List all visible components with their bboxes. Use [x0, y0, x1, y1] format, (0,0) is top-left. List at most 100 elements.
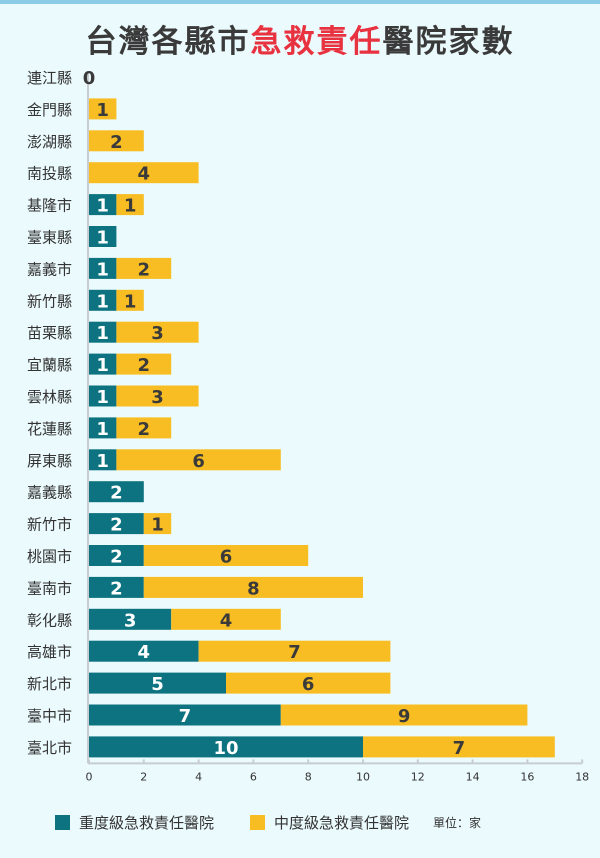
bar-label-moderate: 4 [138, 164, 151, 185]
unit-label: 單位：家 [433, 816, 482, 830]
bar-moderate [363, 736, 555, 758]
bar-severe [89, 353, 117, 375]
category-label: 嘉義市 [27, 260, 72, 278]
bar-label-severe: 1 [96, 259, 109, 280]
bar-label-severe: 2 [110, 483, 123, 504]
bar-label-severe: 1 [96, 196, 109, 217]
bar-label-moderate: 7 [453, 738, 466, 759]
x-tick-label: 2 [140, 770, 147, 783]
category-label: 雲林縣 [27, 388, 72, 406]
bar-severe [89, 194, 117, 216]
title-highlight: 急救責任 [250, 24, 383, 60]
bar-moderate [89, 98, 117, 120]
bar-label-zero: 0 [83, 68, 96, 89]
x-tick-label: 10 [356, 770, 370, 783]
bar-label-moderate: 6 [192, 451, 205, 472]
x-tick-label: 16 [520, 770, 534, 783]
bar-moderate [116, 353, 172, 375]
category-label: 金門縣 [27, 101, 72, 119]
bar-label-moderate: 3 [151, 323, 164, 344]
category-label: 臺南市 [27, 579, 72, 597]
chart-title: 台灣各縣市急救責任醫院家數 [0, 16, 600, 61]
bar-moderate [143, 576, 363, 598]
bar-moderate [226, 672, 391, 694]
category-label: 高雄市 [27, 643, 72, 661]
title-part2: 醫院家數 [382, 24, 515, 60]
bar-moderate [198, 640, 391, 662]
category-label: 彰化縣 [27, 611, 72, 629]
category-label: 臺東縣 [27, 229, 72, 247]
bar-severe [89, 640, 199, 662]
category-label: 連江縣 [27, 69, 72, 87]
bar-label-moderate: 9 [398, 706, 411, 727]
category-label: 屏東縣 [27, 452, 72, 470]
x-tick-label: 8 [305, 770, 312, 783]
category-label: 宜蘭縣 [27, 356, 72, 374]
bar-label-moderate: 1 [124, 196, 137, 217]
legend-swatch-moderate [250, 815, 266, 830]
bar-severe [89, 736, 363, 758]
bar-severe [89, 608, 172, 630]
title-part1: 台灣各縣市 [85, 24, 251, 60]
bar-severe [89, 226, 117, 247]
bar-severe [89, 672, 226, 694]
x-tick-label: 12 [411, 770, 425, 783]
bar-label-severe: 10 [213, 738, 238, 759]
bar-severe [89, 513, 144, 535]
bar-moderate [116, 417, 172, 439]
bar-label-severe: 1 [96, 419, 109, 440]
category-label: 基隆市 [27, 197, 72, 215]
bar-moderate [89, 162, 199, 184]
bar-label-moderate: 1 [96, 100, 109, 121]
bar-severe [89, 576, 144, 598]
legend-label-moderate: 中度級急救責任醫院 [274, 814, 410, 832]
bar-label-severe: 7 [179, 706, 192, 727]
bar-label-moderate: 2 [110, 132, 123, 153]
x-tick-label: 18 [575, 770, 589, 783]
bar-label-moderate: 1 [151, 515, 164, 536]
bar-moderate [116, 194, 144, 216]
legend: 重度級急救責任醫院 中度級急救責任醫院 單位：家 [55, 812, 481, 833]
bar-severe [89, 417, 117, 439]
bar-moderate [116, 321, 199, 343]
bar-moderate [116, 257, 172, 279]
bar-label-moderate: 2 [138, 355, 151, 376]
bar-moderate [143, 513, 172, 535]
bar-moderate [116, 449, 281, 471]
bar-moderate [280, 704, 528, 726]
bar-label-severe: 4 [138, 642, 151, 663]
x-tick-label: 0 [86, 770, 93, 783]
legend-label-severe: 重度級急救責任醫院 [79, 814, 215, 832]
bar-label-moderate: 3 [151, 387, 164, 408]
bar-label-moderate: 6 [220, 547, 233, 568]
top-stripe [0, 0, 600, 4]
x-tick-label: 4 [195, 770, 202, 783]
bar-moderate [89, 130, 144, 152]
bar-severe [89, 385, 117, 407]
bar-label-moderate: 2 [138, 419, 151, 440]
category-label: 澎湖縣 [27, 133, 72, 151]
bar-severe [89, 481, 144, 503]
category-label: 臺北市 [27, 739, 72, 757]
category-label: 新竹市 [27, 516, 72, 534]
x-tick-label: 6 [250, 770, 257, 783]
bar-moderate [116, 385, 199, 407]
legend-swatch-severe [55, 815, 70, 830]
bar-label-severe: 5 [151, 674, 164, 695]
bar-label-moderate: 8 [247, 578, 260, 599]
bar-severe [89, 704, 281, 726]
bar-label-moderate: 7 [288, 642, 301, 663]
bar-severe [89, 257, 117, 279]
bar-label-severe: 2 [110, 578, 123, 599]
category-label: 嘉義縣 [27, 484, 72, 502]
bar-label-moderate: 1 [124, 291, 137, 312]
bar-label-severe: 3 [124, 610, 137, 631]
x-tick-label: 14 [466, 770, 480, 783]
bar-label-severe: 1 [96, 323, 109, 344]
bar-severe [89, 321, 117, 343]
bar-label-moderate: 6 [302, 674, 315, 695]
bar-moderate [171, 608, 281, 630]
category-label: 新竹縣 [27, 292, 72, 310]
bar-label-severe: 1 [96, 355, 109, 376]
